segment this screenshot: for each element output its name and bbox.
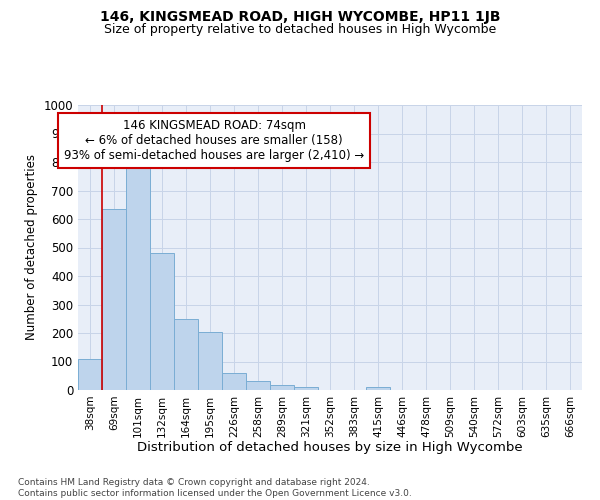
- Bar: [126, 160, 150, 390]
- Text: Distribution of detached houses by size in High Wycombe: Distribution of detached houses by size …: [137, 441, 523, 454]
- Text: 146, KINGSMEAD ROAD, HIGH WYCOMBE, HP11 1JB: 146, KINGSMEAD ROAD, HIGH WYCOMBE, HP11 …: [100, 10, 500, 24]
- Bar: [198, 332, 222, 390]
- Bar: [294, 387, 318, 390]
- Bar: [150, 253, 174, 390]
- Bar: [78, 358, 102, 390]
- Text: Contains HM Land Registry data © Crown copyright and database right 2024.
Contai: Contains HM Land Registry data © Crown c…: [18, 478, 412, 498]
- Bar: [174, 319, 198, 390]
- Y-axis label: Number of detached properties: Number of detached properties: [25, 154, 38, 340]
- Bar: [366, 387, 390, 390]
- Bar: [270, 385, 294, 390]
- Text: 146 KINGSMEAD ROAD: 74sqm
← 6% of detached houses are smaller (158)
93% of semi-: 146 KINGSMEAD ROAD: 74sqm ← 6% of detach…: [64, 120, 364, 162]
- Bar: [222, 373, 246, 390]
- Text: Size of property relative to detached houses in High Wycombe: Size of property relative to detached ho…: [104, 24, 496, 36]
- Bar: [102, 209, 126, 390]
- Bar: [246, 382, 270, 390]
